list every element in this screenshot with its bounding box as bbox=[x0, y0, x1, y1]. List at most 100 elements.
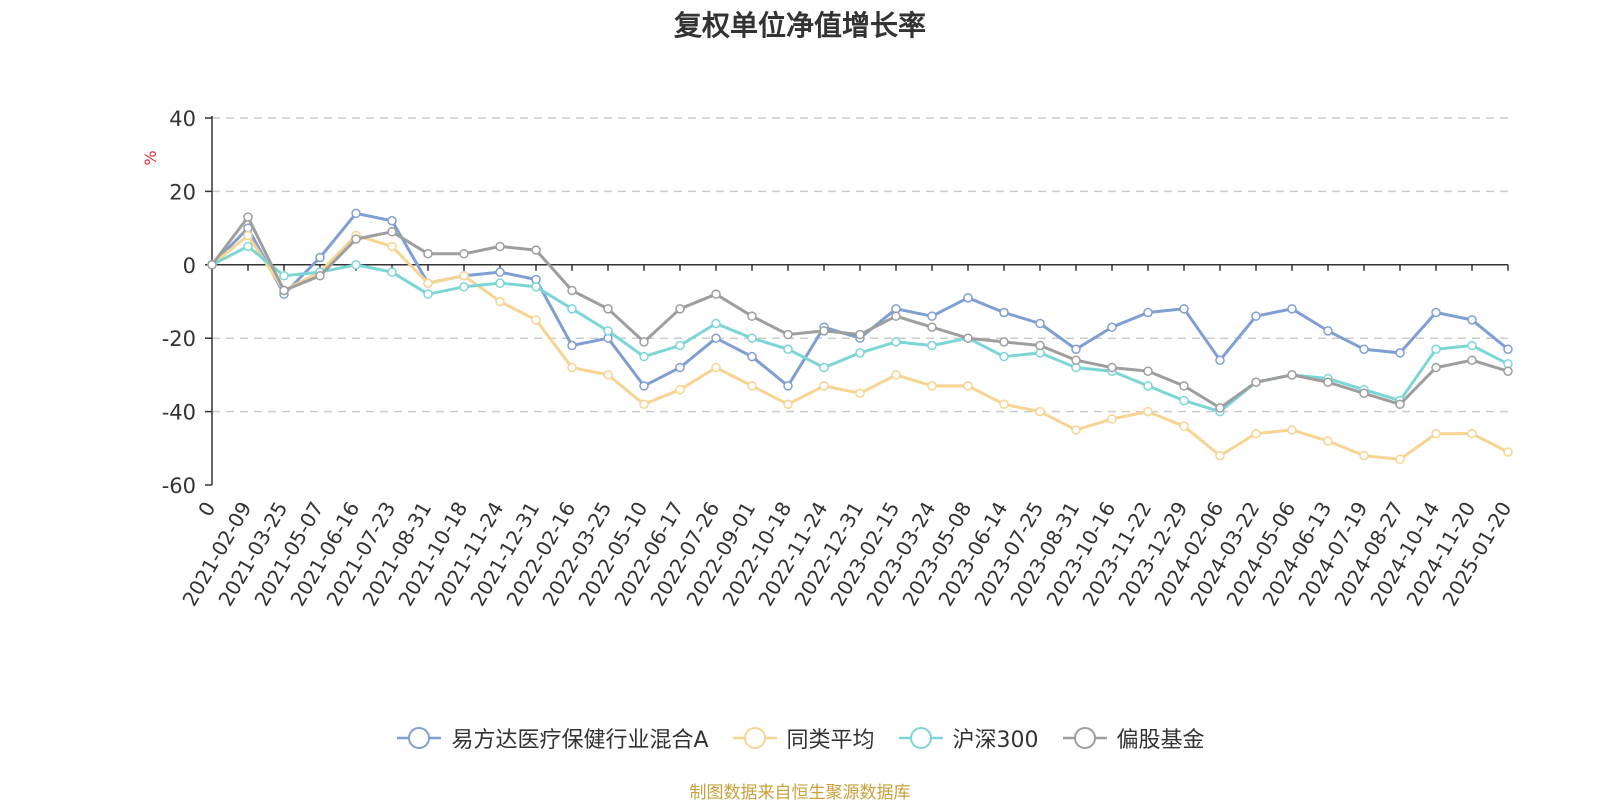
legend-item-1[interactable]: 易方达医疗保健行业混合A bbox=[395, 722, 709, 754]
data-point bbox=[1431, 344, 1441, 354]
data-point bbox=[243, 230, 253, 241]
y-tick-label: 0 bbox=[183, 254, 196, 278]
data-point bbox=[747, 333, 757, 343]
y-tick-label: 20 bbox=[169, 180, 196, 204]
data-point bbox=[1323, 326, 1333, 336]
data-point bbox=[783, 381, 793, 391]
data-point bbox=[495, 267, 505, 277]
legend-label: 沪深300 bbox=[952, 728, 1039, 753]
y-tick-label: 40 bbox=[169, 107, 196, 131]
legend-item-4[interactable]: 偏股基金 bbox=[1061, 722, 1205, 754]
data-point bbox=[315, 271, 325, 281]
data-point bbox=[1431, 362, 1441, 373]
data-point bbox=[1071, 355, 1081, 365]
legend: 易方达医疗保健行业混合A 同类平均 沪深300 偏股基金 bbox=[0, 722, 1600, 754]
data-point bbox=[423, 278, 433, 288]
legend-item-2[interactable]: 同类平均 bbox=[731, 722, 875, 754]
data-point bbox=[927, 381, 937, 391]
data-point bbox=[819, 326, 829, 336]
data-point bbox=[963, 293, 973, 303]
data-point bbox=[531, 245, 541, 255]
data-point bbox=[1179, 381, 1189, 391]
data-point bbox=[1251, 311, 1261, 321]
legend-swatch-icon bbox=[732, 727, 777, 749]
data-point bbox=[1107, 362, 1117, 373]
data-point bbox=[819, 381, 829, 391]
legend-swatch-icon bbox=[397, 727, 442, 749]
data-point bbox=[891, 370, 901, 380]
legend-item-3[interactable]: 沪深300 bbox=[897, 722, 1039, 754]
data-point bbox=[1287, 370, 1297, 380]
data-point bbox=[243, 241, 253, 252]
data-point bbox=[783, 399, 793, 410]
data-point bbox=[747, 381, 757, 391]
data-point bbox=[1395, 399, 1405, 410]
data-point bbox=[711, 289, 721, 299]
x-tick-label: 0 bbox=[193, 498, 220, 521]
data-point bbox=[999, 307, 1009, 318]
data-point bbox=[963, 333, 973, 343]
data-point bbox=[387, 241, 397, 252]
data-point bbox=[999, 351, 1009, 362]
data-point bbox=[963, 381, 973, 391]
data-point bbox=[603, 304, 613, 314]
data-point bbox=[1035, 406, 1045, 417]
data-point bbox=[1215, 403, 1225, 413]
data-point bbox=[1107, 322, 1117, 332]
data-point bbox=[1143, 366, 1153, 376]
data-point bbox=[891, 311, 901, 321]
data-point bbox=[711, 318, 721, 329]
data-point bbox=[999, 399, 1009, 410]
data-point bbox=[1071, 344, 1081, 354]
y-tick-label: -40 bbox=[162, 401, 196, 425]
y-tick-label: -60 bbox=[162, 474, 196, 498]
data-point bbox=[1179, 421, 1189, 432]
data-point bbox=[243, 212, 253, 222]
data-point bbox=[459, 249, 469, 259]
legend-label: 易方达医疗保健行业混合A bbox=[451, 728, 709, 753]
data-point bbox=[603, 326, 613, 336]
y-axis-label: % bbox=[141, 150, 160, 165]
data-point bbox=[639, 351, 649, 362]
data-point bbox=[675, 340, 685, 351]
data-point bbox=[531, 282, 541, 292]
data-point bbox=[927, 322, 937, 332]
data-point bbox=[711, 333, 721, 343]
data-point bbox=[279, 285, 289, 296]
legend-label: 同类平均 bbox=[786, 728, 875, 753]
data-point bbox=[1143, 406, 1153, 417]
data-point bbox=[1143, 307, 1153, 318]
data-point bbox=[1503, 366, 1513, 376]
data-point bbox=[1035, 340, 1045, 351]
data-point bbox=[1467, 315, 1477, 325]
data-point bbox=[639, 337, 649, 347]
y-tick-label: -20 bbox=[162, 327, 196, 351]
data-point bbox=[1467, 355, 1477, 365]
data-point bbox=[1107, 414, 1117, 424]
data-point bbox=[1431, 307, 1441, 318]
data-point bbox=[927, 311, 937, 321]
data-point bbox=[999, 337, 1009, 347]
data-point bbox=[1359, 388, 1369, 398]
data-point bbox=[387, 267, 397, 277]
data-point bbox=[1251, 428, 1261, 439]
legend-swatch-icon bbox=[898, 727, 943, 749]
data-point bbox=[855, 348, 865, 358]
data-point bbox=[279, 271, 289, 281]
data-point bbox=[1503, 447, 1513, 457]
data-point bbox=[675, 384, 685, 395]
data-point bbox=[1323, 436, 1333, 446]
data-point bbox=[1431, 428, 1441, 439]
data-point bbox=[351, 234, 361, 244]
data-point bbox=[1287, 304, 1297, 314]
source-note: 制图数据来自恒生聚源数据库 bbox=[689, 783, 911, 803]
data-point bbox=[711, 362, 721, 373]
data-point bbox=[567, 285, 577, 296]
data-point bbox=[1143, 381, 1153, 391]
data-point bbox=[675, 304, 685, 314]
data-point bbox=[1359, 450, 1369, 461]
data-point bbox=[675, 362, 685, 373]
data-point bbox=[495, 296, 505, 307]
data-point bbox=[1467, 428, 1477, 439]
